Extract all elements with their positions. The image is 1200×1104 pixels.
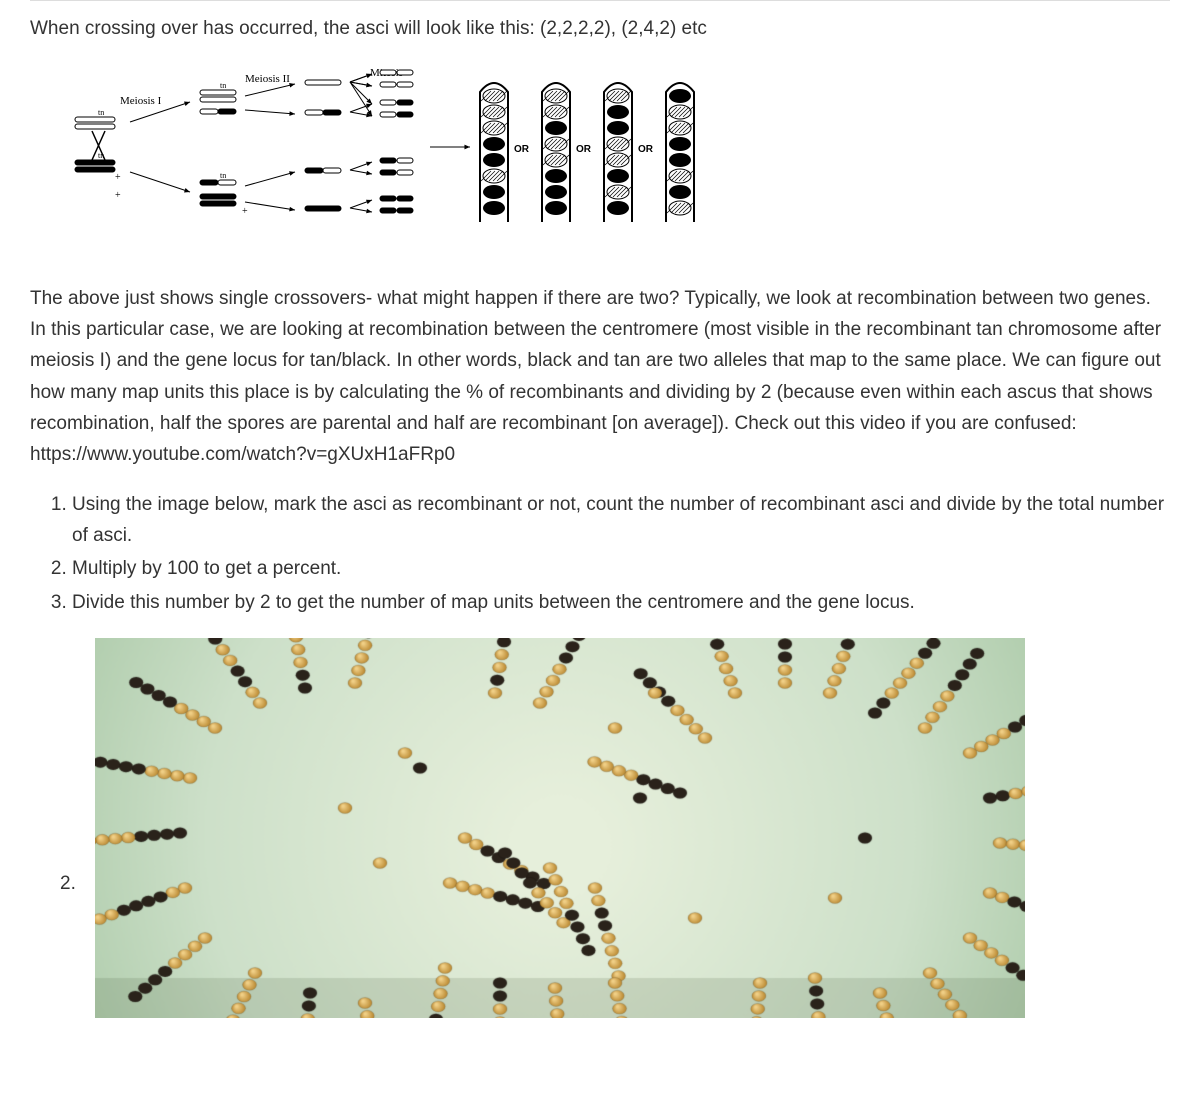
intro-text: When crossing over has occurred, the asc…	[30, 13, 1170, 44]
steps-list: Using the image below, mark the asci as …	[30, 489, 1170, 618]
svg-text:+: +	[115, 172, 121, 183]
svg-text:OR: OR	[638, 144, 654, 155]
svg-text:+: +	[115, 190, 121, 201]
svg-text:tn: tn	[98, 108, 104, 117]
svg-text:tn: tn	[220, 171, 226, 180]
svg-text:+: +	[242, 206, 248, 217]
step-item: Multiply by 100 to get a percent.	[72, 553, 1170, 584]
body-paragraph: The above just shows single crossovers- …	[30, 283, 1170, 471]
step-item: Divide this number by 2 to get the numbe…	[72, 587, 1170, 618]
question-2-label: 2.	[60, 868, 76, 899]
svg-text:OR: OR	[576, 144, 592, 155]
meiosis-diagram: Meiosis IMeiosis IIMitosistntn++tntn+ORO…	[60, 62, 1170, 252]
svg-text:Meiosis II: Meiosis II	[245, 73, 290, 85]
step-item: Using the image below, mark the asci as …	[72, 489, 1170, 552]
svg-text:OR: OR	[514, 144, 530, 155]
svg-text:Meiosis I: Meiosis I	[120, 95, 162, 107]
sordaria-asci-photo	[95, 638, 1025, 1018]
svg-text:tn: tn	[220, 81, 226, 90]
